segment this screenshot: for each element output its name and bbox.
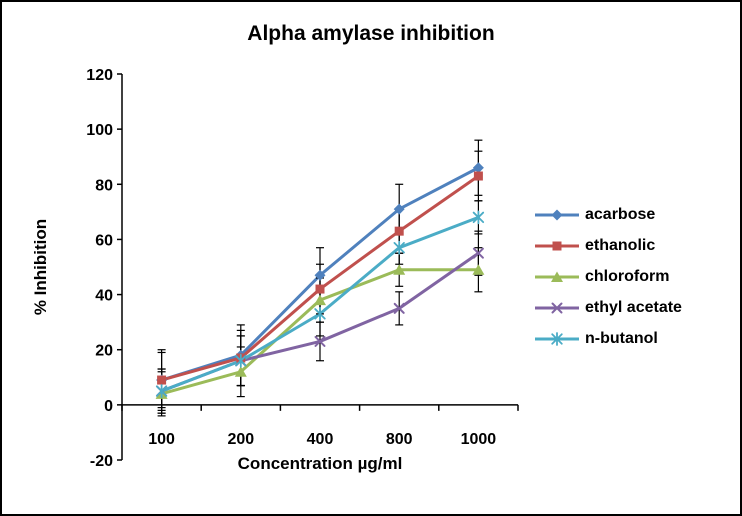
svg-text:40: 40 (95, 288, 113, 305)
svg-text:400: 400 (307, 431, 334, 448)
chart-title: Alpha amylase inhibition (247, 22, 495, 45)
legend-label: ethyl acetate (585, 298, 682, 316)
x-axis-label: Concentration µg/ml (237, 454, 403, 473)
svg-text:120: 120 (86, 67, 113, 84)
legend: acarbose ethanolic chloroform ethyl acetate… (534, 199, 682, 354)
svg-text:20: 20 (95, 343, 113, 360)
legend-item: n-butanol (534, 323, 682, 354)
legend-marker-icon (535, 271, 579, 282)
legend-marker-icon (535, 331, 579, 346)
legend-label: chloroform (585, 267, 670, 285)
svg-text:800: 800 (386, 431, 413, 448)
legend-marker-icon (535, 241, 579, 250)
legend-item: ethyl acetate (534, 292, 682, 323)
legend-label: ethanolic (585, 236, 656, 254)
series-markers (155, 162, 485, 399)
svg-text:60: 60 (95, 232, 113, 249)
legend-label: n-butanol (585, 329, 658, 347)
svg-text:0: 0 (104, 398, 113, 415)
legend-item: acarbose (534, 199, 682, 230)
legend-label: acarbose (585, 205, 656, 223)
x-axis: 100 200 400 800 1000 (121, 404, 519, 448)
legend-marker-icon (535, 209, 579, 220)
y-axis: -20 0 20 40 60 80 100 120 (86, 67, 123, 470)
svg-text:-20: -20 (90, 453, 113, 470)
svg-text:100: 100 (148, 431, 175, 448)
svg-text:80: 80 (95, 177, 113, 194)
legend-marker-icon (535, 302, 579, 313)
legend-item: ethanolic (534, 230, 682, 261)
svg-text:100: 100 (86, 122, 113, 139)
legend-item: chloroform (534, 261, 682, 292)
svg-text:1000: 1000 (461, 431, 497, 448)
svg-text:200: 200 (227, 431, 254, 448)
